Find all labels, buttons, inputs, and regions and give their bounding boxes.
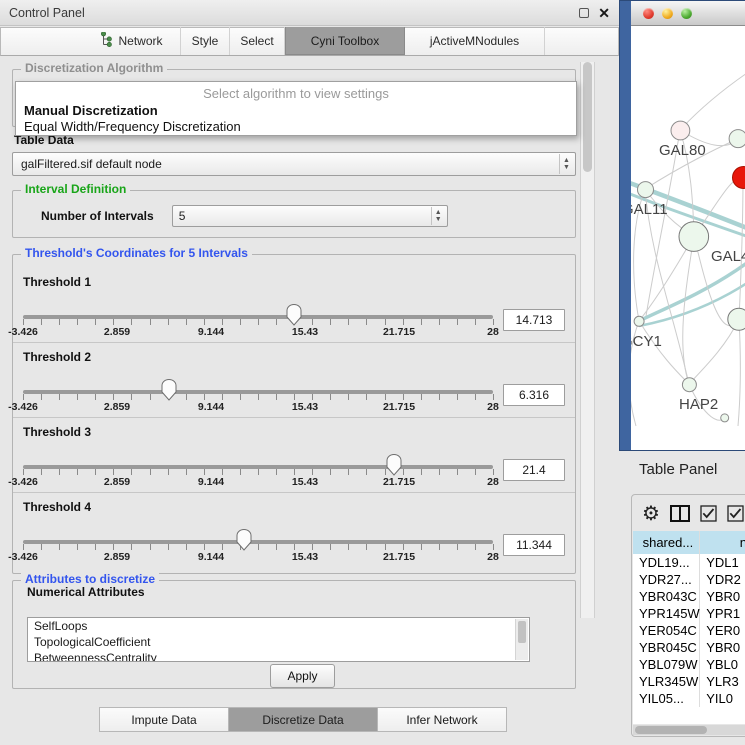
svg-text:HAP2: HAP2: [679, 396, 718, 413]
svg-text:GAL4: GAL4: [711, 248, 745, 265]
svg-text:GAL80: GAL80: [659, 142, 706, 159]
svg-text:GCY1: GCY1: [631, 333, 662, 350]
svg-text:GAL11: GAL11: [631, 201, 668, 218]
